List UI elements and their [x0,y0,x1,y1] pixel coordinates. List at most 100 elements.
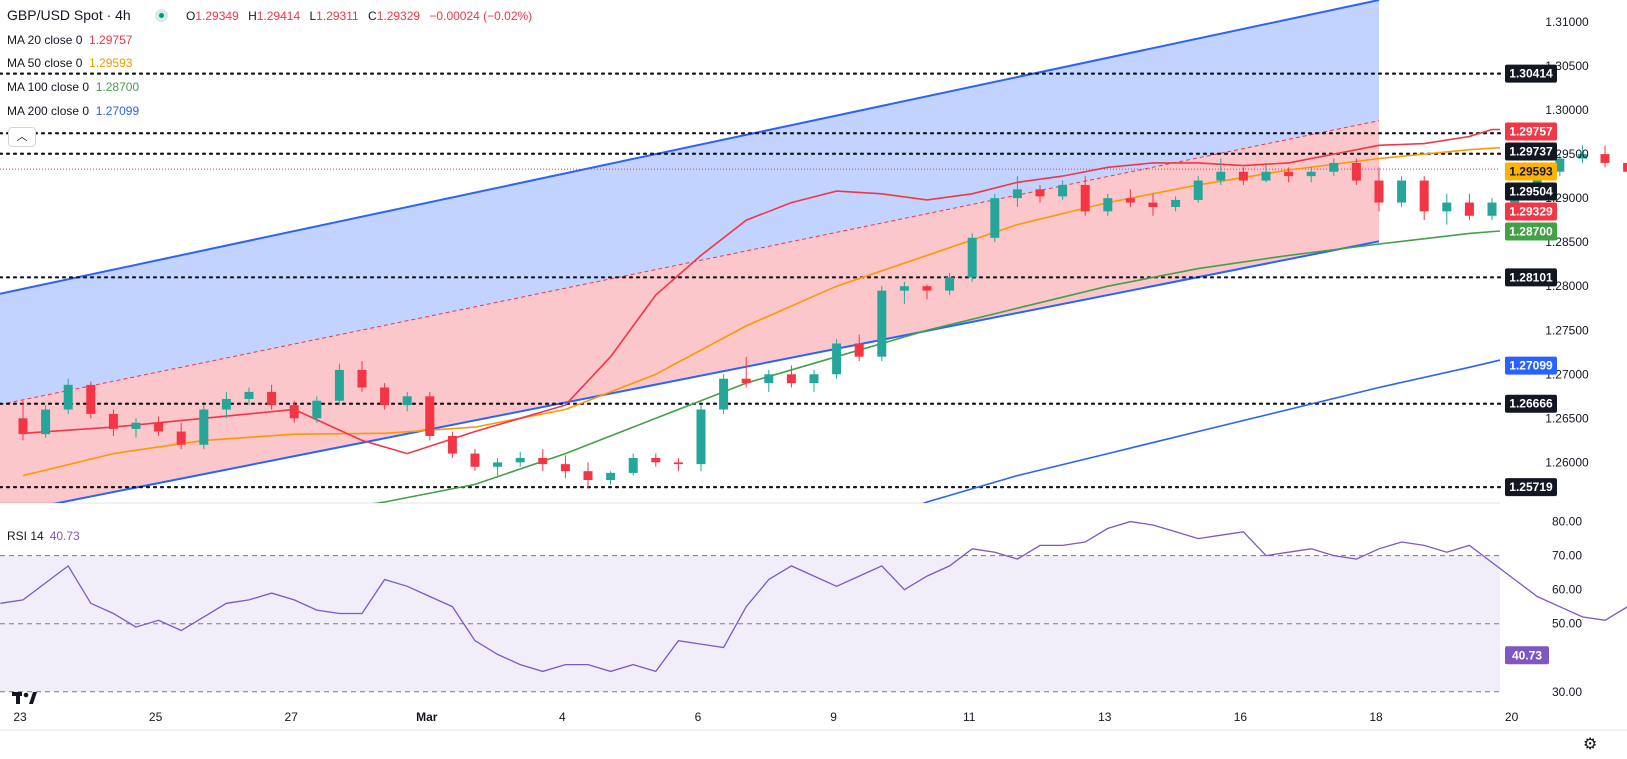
candle[interactable] [108,409,118,436]
candle[interactable] [154,416,164,436]
candle[interactable] [651,453,661,467]
candle[interactable] [1351,158,1361,185]
candle[interactable] [809,369,819,392]
candle-body [1374,180,1384,203]
price-axis[interactable]: 1.310001.305001.300001.295001.290001.285… [1505,15,1589,497]
candle[interactable] [1261,162,1271,183]
candle[interactable] [1058,180,1068,200]
settings-gear-icon[interactable]: ⚙ [1583,736,1598,753]
candle[interactable] [1329,158,1339,177]
ma100-legend[interactable]: MA 100 close 0 1.28700 [7,80,139,94]
time-tick-label: 20 [1505,710,1519,724]
candle-body [1577,154,1587,159]
candle[interactable] [967,233,977,282]
candle[interactable] [922,284,932,300]
candle[interactable] [1238,167,1248,185]
candle[interactable] [1577,145,1587,163]
candle[interactable] [560,455,570,479]
candle-body [1397,180,1407,203]
collapse-legend-button[interactable]: ︿ [8,127,36,147]
high-label: H [248,9,257,23]
candle[interactable] [1306,167,1316,183]
candle[interactable] [1103,193,1113,216]
candle[interactable] [1487,198,1497,221]
ma20-legend[interactable]: MA 20 close 0 1.29757 [7,33,132,47]
tradingview-logo-icon[interactable] [10,688,40,708]
price-badge-bg [1505,142,1557,161]
symbol-title[interactable]: GBP/USD Spot · 4h [7,7,131,23]
rsi-legend[interactable]: RSI 14 40.73 [7,529,80,543]
candle[interactable] [1080,176,1090,216]
candle[interactable] [1442,193,1452,225]
candle[interactable] [1419,176,1429,221]
candle[interactable] [1171,196,1181,212]
candle[interactable] [719,374,729,414]
candle[interactable] [628,453,638,476]
candle[interactable] [267,384,277,410]
ma20-label: MA 20 close 0 [7,33,83,47]
candle[interactable] [515,451,525,467]
candle[interactable] [244,387,254,406]
candle[interactable] [1193,176,1203,203]
time-axis[interactable]: 232527Mar46911131618202204 [13,710,1627,724]
candle[interactable] [764,369,774,392]
candle-body [899,286,909,291]
candle[interactable] [199,405,209,450]
candle[interactable] [741,356,751,388]
candle[interactable] [1035,184,1045,203]
candle[interactable] [1148,193,1158,216]
candle[interactable] [1284,167,1294,183]
candle-body [967,237,977,278]
candle[interactable] [673,457,683,472]
candle[interactable] [1600,145,1610,168]
candle-body [809,374,819,384]
candle[interactable] [470,449,480,472]
candle[interactable] [131,418,141,438]
candle[interactable] [945,273,955,296]
candle[interactable] [1374,167,1384,212]
candle[interactable] [1623,154,1627,176]
candle[interactable] [447,431,457,458]
candle[interactable] [854,334,864,362]
candles[interactable] [18,123,1627,489]
candle[interactable] [1216,158,1226,185]
candle-body [515,457,525,463]
candle[interactable] [786,365,796,388]
open-value: 1.29349 [195,9,239,23]
candle[interactable] [538,449,548,472]
candle[interactable] [1125,189,1135,207]
ma200-legend[interactable]: MA 200 close 0 1.27099 [7,104,139,118]
candle[interactable] [1555,154,1565,177]
candle[interactable] [583,462,593,489]
candle[interactable] [18,400,28,441]
candle[interactable] [63,378,73,414]
candle[interactable] [899,281,909,304]
rsi-line [0,520,1627,673]
candle[interactable] [86,381,96,419]
candle[interactable] [312,396,322,423]
candle[interactable] [176,422,186,450]
candle[interactable] [380,383,390,410]
candle[interactable] [357,361,367,392]
candle[interactable] [41,405,51,438]
candle[interactable] [1464,193,1474,221]
candle[interactable] [402,391,412,412]
candle[interactable] [334,363,344,406]
ma50-legend[interactable]: MA 50 close 0 1.29593 [7,56,132,70]
price-badge-text: 1.25719 [1509,480,1553,494]
candle[interactable] [221,391,231,419]
price-tick-label: 1.26500 [1545,411,1589,425]
candle[interactable] [832,339,842,379]
candle[interactable] [877,286,887,362]
candle[interactable] [606,471,616,485]
candle[interactable] [696,405,706,472]
candle-body [86,384,96,414]
candle[interactable] [1397,176,1407,207]
candle[interactable] [289,400,299,423]
candle[interactable] [425,391,435,441]
price-badge-last: 1.29329 [1505,202,1557,221]
candle[interactable] [990,193,1000,243]
candle[interactable] [1012,176,1022,207]
candle[interactable] [493,457,503,476]
